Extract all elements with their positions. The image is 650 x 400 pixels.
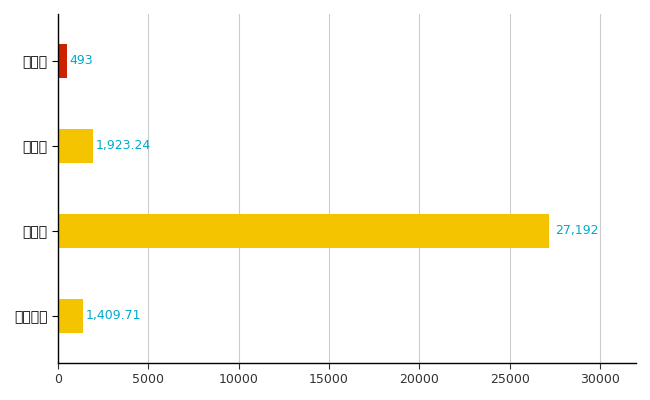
Text: 27,192: 27,192 bbox=[554, 224, 598, 237]
Text: 1,409.71: 1,409.71 bbox=[86, 310, 142, 322]
Bar bbox=[58, 299, 83, 333]
Bar bbox=[58, 44, 67, 78]
Text: 493: 493 bbox=[70, 54, 93, 67]
Bar bbox=[58, 129, 92, 163]
Bar bbox=[58, 214, 549, 248]
Text: 1,923.24: 1,923.24 bbox=[96, 139, 151, 152]
